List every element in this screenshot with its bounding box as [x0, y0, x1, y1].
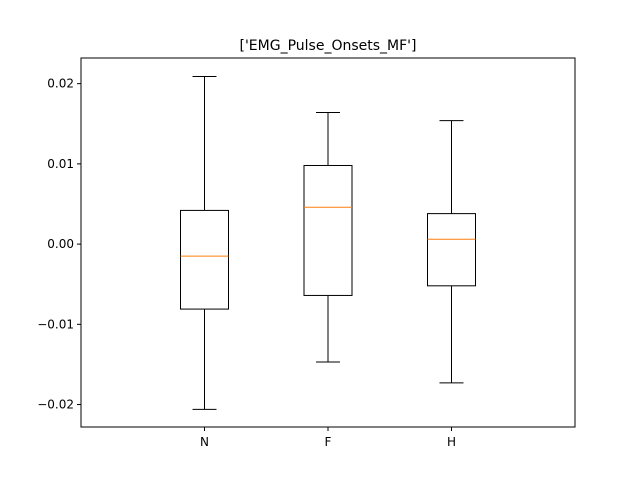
y-tick-label: −0.02 — [37, 398, 74, 412]
y-tick-label: 0.02 — [47, 77, 74, 91]
y-tick-label: 0.01 — [47, 157, 74, 171]
box-N — [180, 209, 229, 310]
plot-area: −0.02 −0.01 0.00 0.01 0.02 N F H — [37, 57, 576, 449]
box-H — [427, 213, 476, 287]
box-F — [303, 164, 353, 296]
y-tick-label: −0.01 — [37, 317, 74, 331]
y-tick-label: 0.00 — [47, 237, 74, 251]
x-tick-label: N — [200, 435, 209, 449]
x-tick-label: F — [325, 435, 332, 449]
x-tick-label: H — [447, 435, 456, 449]
chart-title: ['EMG_Pulse_Onsets_MF'] — [240, 38, 417, 54]
